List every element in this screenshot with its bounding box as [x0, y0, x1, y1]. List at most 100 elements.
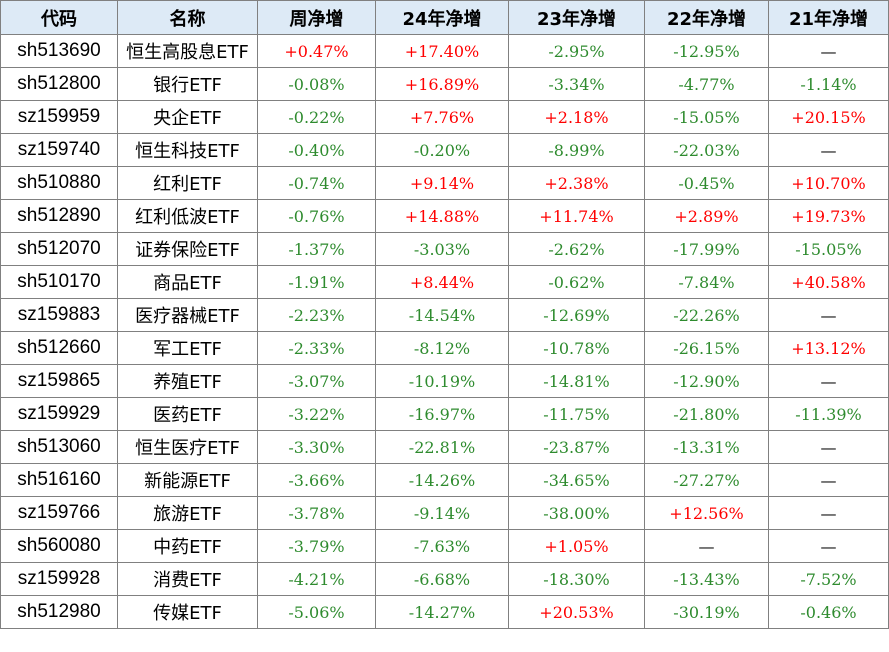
cell-weekly-change: -5.06%: [257, 595, 376, 629]
cell-code: sz159959: [0, 100, 118, 134]
cell-2021-change: +40.58%: [768, 265, 889, 299]
cell-2023-change: +2.18%: [508, 100, 645, 134]
cell-2023-change: -2.95%: [508, 34, 645, 68]
etf-performance-table: 代码 名称 周净增 24年净增 23年净增 22年净增 21年净增 sh5136…: [0, 0, 889, 629]
cell-2024-change: +9.14%: [375, 166, 509, 200]
cell-weekly-change: -0.40%: [257, 133, 376, 167]
cell-weekly-change: -1.37%: [257, 232, 376, 266]
cell-2021-change: +13.12%: [768, 331, 889, 365]
cell-2024-change: +17.40%: [375, 34, 509, 68]
cell-2022-change: —: [644, 529, 769, 563]
table-row: sz159766 旅游ETF -3.78% -9.14% -38.00% +12.56% —: [0, 496, 889, 530]
cell-name: 中药ETF: [117, 529, 258, 563]
table-row: sh560080 中药ETF -3.79% -7.63% +1.05% — —: [0, 529, 889, 563]
cell-2024-change: -14.54%: [375, 298, 509, 332]
cell-name: 军工ETF: [117, 331, 258, 365]
cell-2024-change: -16.97%: [375, 397, 509, 431]
table-row: sh512660 军工ETF -2.33% -8.12% -10.78% -26.15% +…: [0, 331, 889, 365]
cell-2023-change: -14.81%: [508, 364, 645, 398]
cell-2023-change: -12.69%: [508, 298, 645, 332]
cell-2024-change: +7.76%: [375, 100, 509, 134]
cell-2022-change: -4.77%: [644, 67, 769, 101]
cell-weekly-change: -2.23%: [257, 298, 376, 332]
cell-2021-change: +10.70%: [768, 166, 889, 200]
cell-2024-change: +16.89%: [375, 67, 509, 101]
cell-2024-change: -7.63%: [375, 529, 509, 563]
cell-2024-change: +8.44%: [375, 265, 509, 299]
cell-name: 证券保险ETF: [117, 232, 258, 266]
cell-weekly-change: -4.21%: [257, 562, 376, 596]
table-row: sh512890 红利低波ETF -0.76% +14.88% +11.74% +2.89…: [0, 199, 889, 233]
cell-2024-change: -6.68%: [375, 562, 509, 596]
cell-2023-change: -3.34%: [508, 67, 645, 101]
cell-2022-change: -21.80%: [644, 397, 769, 431]
cell-2022-change: -30.19%: [644, 595, 769, 629]
cell-code: sh510880: [0, 166, 118, 200]
cell-2022-change: -22.03%: [644, 133, 769, 167]
cell-2023-change: -18.30%: [508, 562, 645, 596]
table-row: sh516160 新能源ETF -3.66% -14.26% -34.65% -27.27…: [0, 463, 889, 497]
cell-weekly-change: -2.33%: [257, 331, 376, 365]
cell-name: 恒生医疗ETF: [117, 430, 258, 464]
cell-2021-change: -0.46%: [768, 595, 889, 629]
cell-2024-change: -10.19%: [375, 364, 509, 398]
cell-2021-change: —: [768, 529, 889, 563]
cell-2024-change: +14.88%: [375, 199, 509, 233]
cell-2023-change: +20.53%: [508, 595, 645, 629]
cell-2022-change: -17.99%: [644, 232, 769, 266]
cell-code: sz159883: [0, 298, 118, 332]
header-name: 名称: [117, 0, 258, 35]
table-row: sh512800 银行ETF -0.08% +16.89% -3.34% -4.77% -1…: [0, 67, 889, 101]
cell-code: sh510170: [0, 265, 118, 299]
table-row: sh512070 证券保险ETF -1.37% -3.03% -2.62% -17.99%…: [0, 232, 889, 266]
cell-weekly-change: +0.47%: [257, 34, 376, 68]
cell-code: sh516160: [0, 463, 118, 497]
cell-name: 医药ETF: [117, 397, 258, 431]
cell-2021-change: —: [768, 34, 889, 68]
cell-2022-change: +12.56%: [644, 496, 769, 530]
table-row: sz159929 医药ETF -3.22% -16.97% -11.75% -21.80%…: [0, 397, 889, 431]
header-2022-change: 22年净增: [644, 0, 769, 35]
cell-weekly-change: -3.78%: [257, 496, 376, 530]
cell-code: sz159865: [0, 364, 118, 398]
header-code: 代码: [0, 0, 118, 35]
table-row: sh513060 恒生医疗ETF -3.30% -22.81% -23.87% -13.3…: [0, 430, 889, 464]
cell-code: sh560080: [0, 529, 118, 563]
cell-2022-change: -12.95%: [644, 34, 769, 68]
cell-2021-change: +20.15%: [768, 100, 889, 134]
table-row: sz159883 医疗器械ETF -2.23% -14.54% -12.69% -22.2…: [0, 298, 889, 332]
table-row: sz159959 央企ETF -0.22% +7.76% +2.18% -15.05% +2…: [0, 100, 889, 134]
cell-2022-change: +2.89%: [644, 199, 769, 233]
header-2023-change: 23年净增: [508, 0, 645, 35]
cell-weekly-change: -3.22%: [257, 397, 376, 431]
cell-code: sz159766: [0, 496, 118, 530]
cell-2023-change: -2.62%: [508, 232, 645, 266]
cell-weekly-change: -0.08%: [257, 67, 376, 101]
cell-weekly-change: -3.79%: [257, 529, 376, 563]
cell-2021-change: —: [768, 364, 889, 398]
cell-weekly-change: -1.91%: [257, 265, 376, 299]
cell-2022-change: -26.15%: [644, 331, 769, 365]
cell-name: 养殖ETF: [117, 364, 258, 398]
table-row: sh512980 传媒ETF -5.06% -14.27% +20.53% -30.19%…: [0, 595, 889, 629]
cell-2023-change: -23.87%: [508, 430, 645, 464]
table-row: sh510170 商品ETF -1.91% +8.44% -0.62% -7.84% +40…: [0, 265, 889, 299]
table-row: sz159740 恒生科技ETF -0.40% -0.20% -8.99% -22.03%…: [0, 133, 889, 167]
cell-2024-change: -22.81%: [375, 430, 509, 464]
cell-2023-change: -11.75%: [508, 397, 645, 431]
table-row: sz159928 消费ETF -4.21% -6.68% -18.30% -13.43% -…: [0, 562, 889, 596]
cell-2021-change: —: [768, 133, 889, 167]
cell-code: sh513690: [0, 34, 118, 68]
cell-2024-change: -14.27%: [375, 595, 509, 629]
header-2021-change: 21年净增: [768, 0, 889, 35]
cell-2021-change: —: [768, 496, 889, 530]
cell-weekly-change: -3.66%: [257, 463, 376, 497]
cell-2024-change: -14.26%: [375, 463, 509, 497]
cell-2021-change: -11.39%: [768, 397, 889, 431]
cell-name: 新能源ETF: [117, 463, 258, 497]
cell-code: sh513060: [0, 430, 118, 464]
cell-weekly-change: -0.22%: [257, 100, 376, 134]
cell-2022-change: -27.27%: [644, 463, 769, 497]
cell-2021-change: —: [768, 463, 889, 497]
cell-2022-change: -15.05%: [644, 100, 769, 134]
